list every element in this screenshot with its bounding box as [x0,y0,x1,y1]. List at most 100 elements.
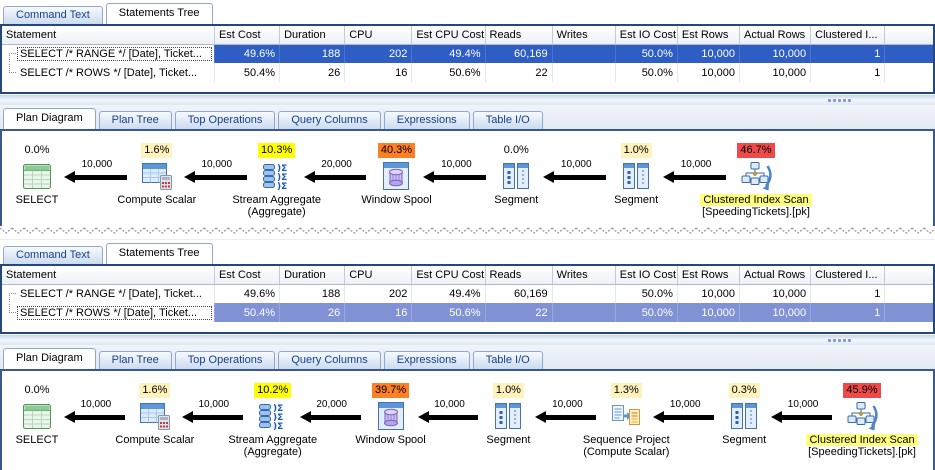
horizontal-splitter[interactable] [0,334,935,345]
est-io-cost-cell[interactable]: 50.0% [615,44,678,63]
plan-node-segment-1[interactable]: 1.0% Segment [481,383,535,446]
plan-node-select[interactable]: 0.0% SELECT [10,383,64,446]
tab-command-text[interactable]: Command Text [3,6,103,24]
plan-node-window-spool[interactable]: 39.7% Window Spool [355,383,426,446]
cpu-cell[interactable]: 16 [344,63,413,82]
actual-rows-cell[interactable]: 10,000 [739,63,812,82]
col-header-duration[interactable]: Duration [279,265,346,285]
est-io-cost-cell[interactable]: 50.0% [615,284,678,303]
plan-node-select[interactable]: 0.0% SELECT [10,143,64,206]
duration-cell[interactable]: 188 [279,44,346,63]
col-header-duration[interactable]: Duration [279,25,346,45]
tree-elbow-icon [4,304,17,321]
est-rows-cell[interactable]: 10,000 [677,44,741,63]
tab-statements-tree[interactable]: Statements Tree [105,3,213,24]
est-rows-cell[interactable]: 10,000 [677,63,741,82]
col-header-writes[interactable]: Writes [552,25,616,45]
reads-cell[interactable]: 60,169 [485,44,553,63]
tab-statements-tree[interactable]: Statements Tree [105,243,213,264]
tab-plan-tree[interactable]: Plan Tree [98,351,172,369]
cpu-cell[interactable]: 16 [344,303,413,322]
plan-node-stream-aggregate[interactable]: 10.2% Stream Aggregate (Aggregate) [228,383,317,458]
col-header-writes[interactable]: Writes [552,265,616,285]
col-header-clustered[interactable]: Clustered I... [810,265,886,285]
writes-cell[interactable] [552,44,616,63]
est-cpu-cost-cell[interactable]: 50.6% [411,63,486,82]
col-header-reads[interactable]: Reads [485,265,553,285]
col-header-statement[interactable]: Statement [1,265,215,285]
tab-plan-tree[interactable]: Plan Tree [98,111,172,129]
tab-command-text[interactable]: Command Text [3,246,103,264]
actual-rows-cell[interactable]: 10,000 [739,44,812,63]
plan-node-compute-scalar[interactable]: 1.6% Compute Scalar [117,143,196,206]
writes-cell[interactable] [552,303,616,322]
est-cpu-cost-cell[interactable]: 49.4% [411,44,486,63]
col-header-est-cost[interactable]: Est Cost [214,25,281,45]
col-header-actual-rows[interactable]: Actual Rows [739,265,812,285]
col-header-statement[interactable]: Statement [1,25,215,45]
est-cpu-cost-cell[interactable]: 49.4% [411,284,486,303]
tab-query-columns[interactable]: Query Columns [278,351,381,369]
duration-cell[interactable]: 188 [279,284,346,303]
col-header-cpu[interactable]: CPU [344,25,413,45]
duration-cell[interactable]: 26 [279,63,346,82]
est-io-cost-cell[interactable]: 50.0% [615,63,678,82]
col-header-est-cost[interactable]: Est Cost [214,265,281,285]
clustered-cell[interactable]: 1 [810,63,886,82]
tab-expressions[interactable]: Expressions [383,351,470,369]
actual-rows-cell[interactable]: 10,000 [739,284,812,303]
plan-node-clustered-index-scan[interactable]: 45.9% Clustered Index Scan [SpeedingTick… [806,383,918,458]
col-header-est-cpu-cost[interactable]: Est CPU Cost [411,265,486,285]
tab-top-operations[interactable]: Top Operations [174,111,276,129]
col-header-est-io-cost[interactable]: Est IO Cost [615,25,678,45]
est-cost-cell[interactable]: 50.4% [214,63,281,82]
est-rows-cell[interactable]: 10,000 [677,303,741,322]
col-header-est-rows[interactable]: Est Rows [677,265,741,285]
col-header-cpu[interactable]: CPU [344,265,413,285]
clustered-cell[interactable]: 1 [810,284,886,303]
col-header-est-cpu-cost[interactable]: Est CPU Cost [411,25,486,45]
col-header-reads[interactable]: Reads [485,25,553,45]
writes-cell[interactable] [552,63,616,82]
statement-cell[interactable]: SELECT /* RANGE */ [Date], Ticket... [1,44,215,63]
est-io-cost-cell[interactable]: 50.0% [615,303,678,322]
plan-node-window-spool[interactable]: 40.3% Window Spool [361,143,432,206]
col-header-est-io-cost[interactable]: Est IO Cost [615,265,678,285]
est-cost-cell[interactable]: 50.4% [214,303,281,322]
clustered-cell[interactable]: 1 [810,44,886,63]
statement-cell[interactable]: SELECT /* RANGE */ [Date], Ticket... [1,284,215,303]
tab-top-operations[interactable]: Top Operations [174,351,276,369]
est-cost-cell[interactable]: 49.6% [214,44,281,63]
horizontal-splitter[interactable] [0,94,935,105]
cpu-cell[interactable]: 202 [344,284,413,303]
plan-node-sequence-project[interactable]: 1.3% Sequence Project (Compute Scalar) [583,383,670,458]
writes-cell[interactable] [552,284,616,303]
plan-node-compute-scalar[interactable]: 1.6% Compute Scalar [115,383,194,446]
col-header-clustered[interactable]: Clustered I... [810,25,886,45]
tab-plan-diagram[interactable]: Plan Diagram [3,348,96,369]
clustered-cell[interactable]: 1 [810,303,886,322]
plan-node-stream-aggregate[interactable]: 10.3% Stream Aggregate (Aggregate) [232,143,321,218]
est-rows-cell[interactable]: 10,000 [677,284,741,303]
tab-query-columns[interactable]: Query Columns [278,111,381,129]
tab-plan-diagram[interactable]: Plan Diagram [3,108,96,129]
est-cost-cell[interactable]: 49.6% [214,284,281,303]
reads-cell[interactable]: 22 [485,63,553,82]
col-header-est-rows[interactable]: Est Rows [677,25,741,45]
est-cpu-cost-cell[interactable]: 50.6% [411,303,486,322]
col-header-actual-rows[interactable]: Actual Rows [739,25,812,45]
reads-cell[interactable]: 60,169 [485,284,553,303]
reads-cell[interactable]: 22 [485,303,553,322]
statement-cell[interactable]: SELECT /* ROWS */ [Date], Ticket... [1,63,215,82]
cpu-cell[interactable]: 202 [344,44,413,63]
statement-cell[interactable]: SELECT /* ROWS */ [Date], Ticket... [1,303,215,322]
duration-cell[interactable]: 26 [279,303,346,322]
plan-node-clustered-index-scan[interactable]: 46.7% Clustered Index Scan [SpeedingTick… [700,143,812,218]
plan-node-segment-1[interactable]: 0.0% Segment [489,143,543,206]
tab-table-io[interactable]: Table I/O [472,111,543,129]
plan-node-segment-2[interactable]: 0.3% Segment [717,383,771,446]
plan-node-segment-2[interactable]: 1.0% Segment [609,143,663,206]
tab-expressions[interactable]: Expressions [383,111,470,129]
tab-table-io[interactable]: Table I/O [472,351,543,369]
actual-rows-cell[interactable]: 10,000 [739,303,812,322]
